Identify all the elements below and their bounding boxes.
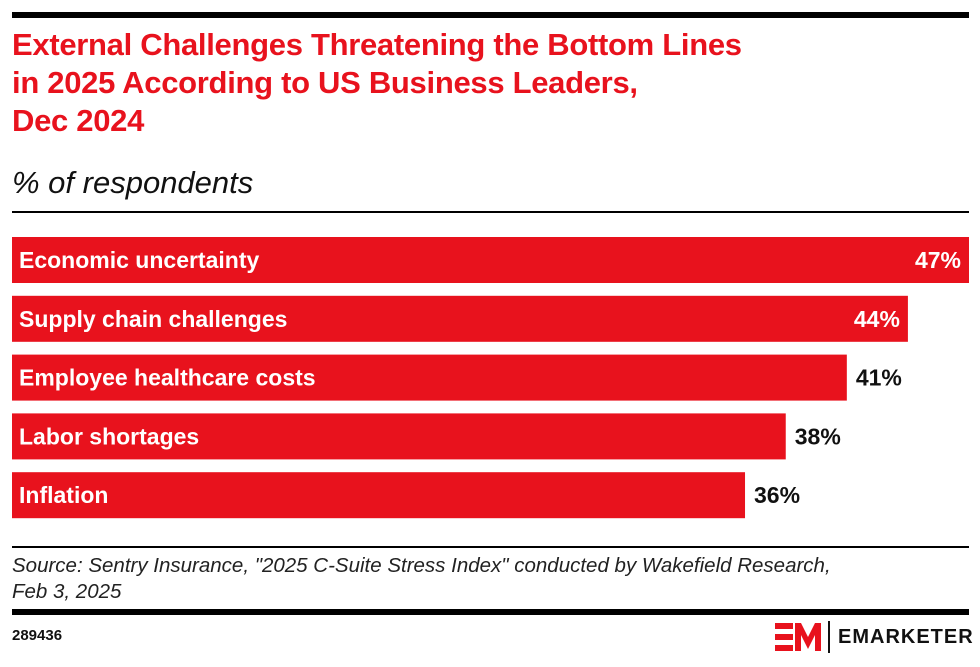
chart-subtitle: % of respondents bbox=[12, 165, 254, 200]
category-label: Inflation bbox=[19, 482, 108, 508]
bar bbox=[12, 354, 847, 401]
bar bbox=[12, 295, 908, 342]
chart-id: 289436 bbox=[12, 627, 63, 644]
em-logo-icon bbox=[775, 623, 821, 651]
category-label: Economic uncertainty bbox=[19, 247, 259, 273]
logo-divider bbox=[828, 621, 830, 653]
category-label: Employee healthcare costs bbox=[19, 365, 316, 391]
top-rule bbox=[12, 12, 969, 18]
bar-chart: Economic uncertainty 47% Supply chain chal… bbox=[12, 237, 969, 519]
title-line: Dec 2024 bbox=[12, 103, 145, 138]
category-label: Supply chain challenges bbox=[19, 306, 287, 332]
title-line: in 2025 According to US Business Leaders… bbox=[12, 65, 638, 100]
value-label: 47% bbox=[915, 247, 961, 273]
bottom-rule bbox=[12, 609, 969, 615]
category-label: Labor shortages bbox=[19, 423, 199, 449]
source-note: Source: Sentry Insurance, "2025 C-Suite … bbox=[12, 553, 967, 605]
brand-name: EMARKETER bbox=[838, 625, 974, 648]
value-label: 41% bbox=[856, 365, 902, 391]
value-label: 44% bbox=[854, 306, 900, 332]
value-label: 36% bbox=[754, 482, 800, 508]
value-label: 38% bbox=[795, 423, 841, 449]
bar bbox=[12, 472, 746, 519]
subtitle-rule bbox=[12, 211, 969, 213]
emarketer-logo: EMARKETER bbox=[775, 620, 974, 654]
bar bbox=[12, 237, 969, 283]
title-line: External Challenges Threatening the Bott… bbox=[12, 27, 742, 62]
chart-title: External Challenges Threatening the Bott… bbox=[12, 26, 972, 140]
source-line: Source: Sentry Insurance, "2025 C-Suite … bbox=[12, 554, 831, 577]
bar bbox=[12, 413, 786, 460]
source-line: Feb 3, 2025 bbox=[12, 580, 122, 603]
source-rule bbox=[12, 546, 969, 548]
